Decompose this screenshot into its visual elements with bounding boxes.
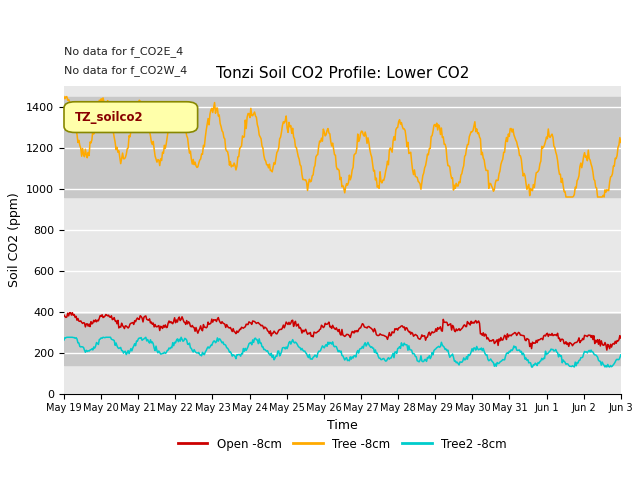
Text: No data for f_CO2W_4: No data for f_CO2W_4: [64, 65, 188, 76]
Text: TZ_soilco2: TZ_soilco2: [75, 110, 144, 124]
Y-axis label: Soil CO2 (ppm): Soil CO2 (ppm): [8, 192, 20, 288]
Title: Tonzi Soil CO2 Profile: Lower CO2: Tonzi Soil CO2 Profile: Lower CO2: [216, 66, 469, 81]
Bar: [64, 96, 621, 197]
X-axis label: Time: Time: [327, 419, 358, 432]
Legend: Open -8cm, Tree -8cm, Tree2 -8cm: Open -8cm, Tree -8cm, Tree2 -8cm: [173, 433, 511, 456]
Text: No data for f_CO2E_4: No data for f_CO2E_4: [64, 47, 183, 58]
FancyBboxPatch shape: [64, 102, 198, 132]
Bar: [64, 314, 621, 365]
